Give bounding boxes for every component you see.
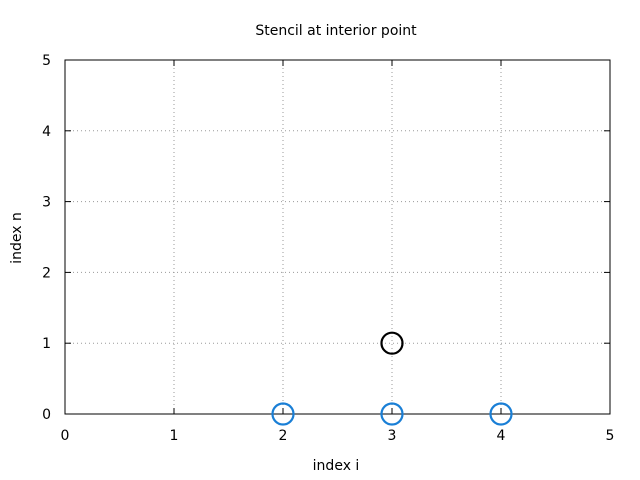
data-points [271,331,513,426]
data-point-circle [380,402,404,426]
y-tick-label: 1 [42,336,51,352]
y-tick-label: 3 [42,195,51,211]
x-tick-label: 0 [61,428,70,444]
x-tick-label: 2 [279,428,288,444]
y-axis-label: index n [9,212,25,264]
x-tick-label: 4 [497,428,506,444]
x-tick-label: 1 [170,428,179,444]
x-axis-ticks: 0 1 2 3 4 5 [61,60,615,444]
grid-lines [65,60,610,414]
x-tick-label: 5 [606,428,615,444]
data-point-circle [489,402,513,426]
y-tick-label: 5 [42,53,51,69]
y-tick-label: 4 [42,124,51,140]
y-axis-ticks: 0 1 2 3 4 5 [42,53,610,423]
y-tick-label: 0 [42,407,51,423]
x-axis-label: index i [313,458,360,474]
chart-title: Stencil at interior point [255,23,417,39]
data-point-circle [380,331,404,355]
data-point-circle [271,402,295,426]
x-tick-label: 3 [388,428,397,444]
plot-area [64,59,611,415]
y-tick-label: 2 [42,265,51,281]
